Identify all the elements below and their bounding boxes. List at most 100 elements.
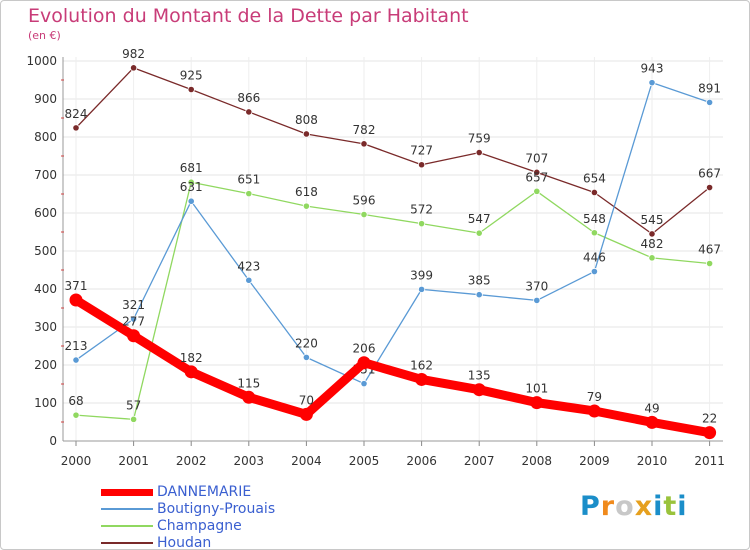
x-tick-label: 2010 — [637, 454, 668, 468]
x-tick-label: 2001 — [118, 454, 149, 468]
data-point — [475, 229, 483, 237]
data-point — [590, 188, 599, 197]
data-label: 70 — [299, 393, 314, 407]
data-point — [130, 315, 138, 323]
logo-letter: r — [600, 491, 616, 522]
data-label: 891 — [698, 81, 721, 95]
data-point — [69, 293, 83, 307]
y-tick-label: 300 — [34, 320, 57, 334]
data-point — [645, 415, 659, 429]
data-point — [302, 202, 310, 210]
data-point — [417, 161, 426, 169]
data-label: 220 — [295, 336, 318, 350]
data-label: 866 — [237, 91, 260, 105]
data-label: 162 — [410, 358, 433, 372]
legend-label: Houdan — [157, 535, 212, 550]
data-label: 49 — [644, 401, 659, 415]
data-point — [705, 98, 714, 107]
legend-item: Houdan — [101, 535, 361, 550]
legend-item: Boutigny-Prouais — [101, 501, 361, 518]
legend-swatch — [101, 489, 153, 496]
data-point — [130, 64, 138, 72]
data-point — [360, 210, 368, 219]
data-label: 79 — [587, 390, 602, 404]
data-point — [415, 372, 429, 386]
data-point — [648, 230, 656, 238]
x-tick-label: 2005 — [349, 454, 380, 468]
legend-swatch — [101, 525, 153, 527]
chart-unit: (en €) — [28, 29, 61, 42]
data-label: 651 — [237, 173, 260, 187]
data-point — [648, 254, 656, 262]
data-label: 631 — [180, 180, 203, 194]
data-label: 423 — [237, 259, 260, 273]
data-point — [302, 353, 310, 361]
legend-item: Champagne — [101, 518, 361, 535]
data-label: 925 — [180, 69, 203, 83]
chart-title: Evolution du Montant de la Dette par Hab… — [28, 5, 469, 27]
data-label: 707 — [525, 151, 548, 165]
logo-letter: i — [653, 491, 664, 522]
x-tick-label: 2003 — [234, 454, 265, 468]
data-point — [475, 148, 483, 157]
data-point — [72, 356, 80, 364]
data-point — [245, 276, 253, 284]
data-label: 467 — [698, 243, 721, 257]
data-point — [360, 380, 368, 388]
data-point — [533, 296, 541, 304]
data-point — [184, 365, 198, 379]
data-label: 277 — [122, 315, 145, 329]
data-point — [705, 259, 714, 268]
data-label: 182 — [180, 351, 203, 365]
data-label: 596 — [353, 194, 376, 208]
data-point — [357, 356, 371, 370]
data-label: 385 — [468, 274, 491, 288]
data-point — [417, 285, 426, 293]
data-label: 101 — [525, 382, 548, 396]
y-tick-label: 500 — [34, 244, 57, 258]
data-point — [475, 291, 483, 299]
plot-area — [63, 57, 723, 441]
logo-letter: i — [677, 491, 688, 522]
data-label: 135 — [468, 369, 491, 383]
data-label: 943 — [641, 62, 664, 76]
data-point — [533, 168, 541, 176]
legend-label: DANNEMARIE — [157, 484, 252, 500]
data-label: 782 — [353, 123, 376, 137]
y-tick-label: 700 — [34, 168, 57, 182]
data-point — [242, 390, 256, 404]
series-line-boutigny-prouais — [75, 82, 711, 385]
y-tick-label: 0 — [49, 434, 57, 448]
data-point — [130, 415, 138, 423]
data-label: 982 — [122, 47, 145, 61]
logo-letter: t — [663, 491, 678, 522]
data-label: 545 — [641, 213, 664, 227]
data-label: 115 — [237, 376, 260, 390]
series-line-dannemarie — [71, 295, 715, 438]
data-label: 667 — [698, 167, 721, 181]
data-point — [302, 130, 310, 138]
data-point — [590, 267, 599, 276]
x-tick-label: 2000 — [61, 454, 92, 468]
data-label: 57 — [126, 398, 141, 412]
y-tick-label: 200 — [34, 358, 57, 372]
data-label: 371 — [65, 279, 88, 293]
x-tick-label: 2011 — [694, 454, 725, 468]
data-point — [417, 220, 426, 228]
data-point — [187, 178, 195, 186]
proxiti-logo: Proxiti — [580, 491, 688, 522]
data-label: 824 — [65, 107, 88, 121]
x-tick-label: 2007 — [464, 454, 495, 468]
chart-legend: DANNEMARIE Boutigny-Prouais Champagne Houda… — [101, 484, 361, 550]
data-point — [245, 108, 253, 116]
x-tick-label: 2002 — [176, 454, 207, 468]
series-line-houdan — [75, 67, 711, 235]
data-point — [187, 85, 195, 94]
y-tick-label: 1000 — [26, 54, 57, 68]
legend-swatch — [101, 542, 153, 544]
data-point — [245, 190, 253, 198]
x-tick-label: 2008 — [522, 454, 553, 468]
data-point — [648, 79, 656, 87]
data-label: 654 — [583, 171, 606, 185]
data-label: 618 — [295, 185, 318, 199]
